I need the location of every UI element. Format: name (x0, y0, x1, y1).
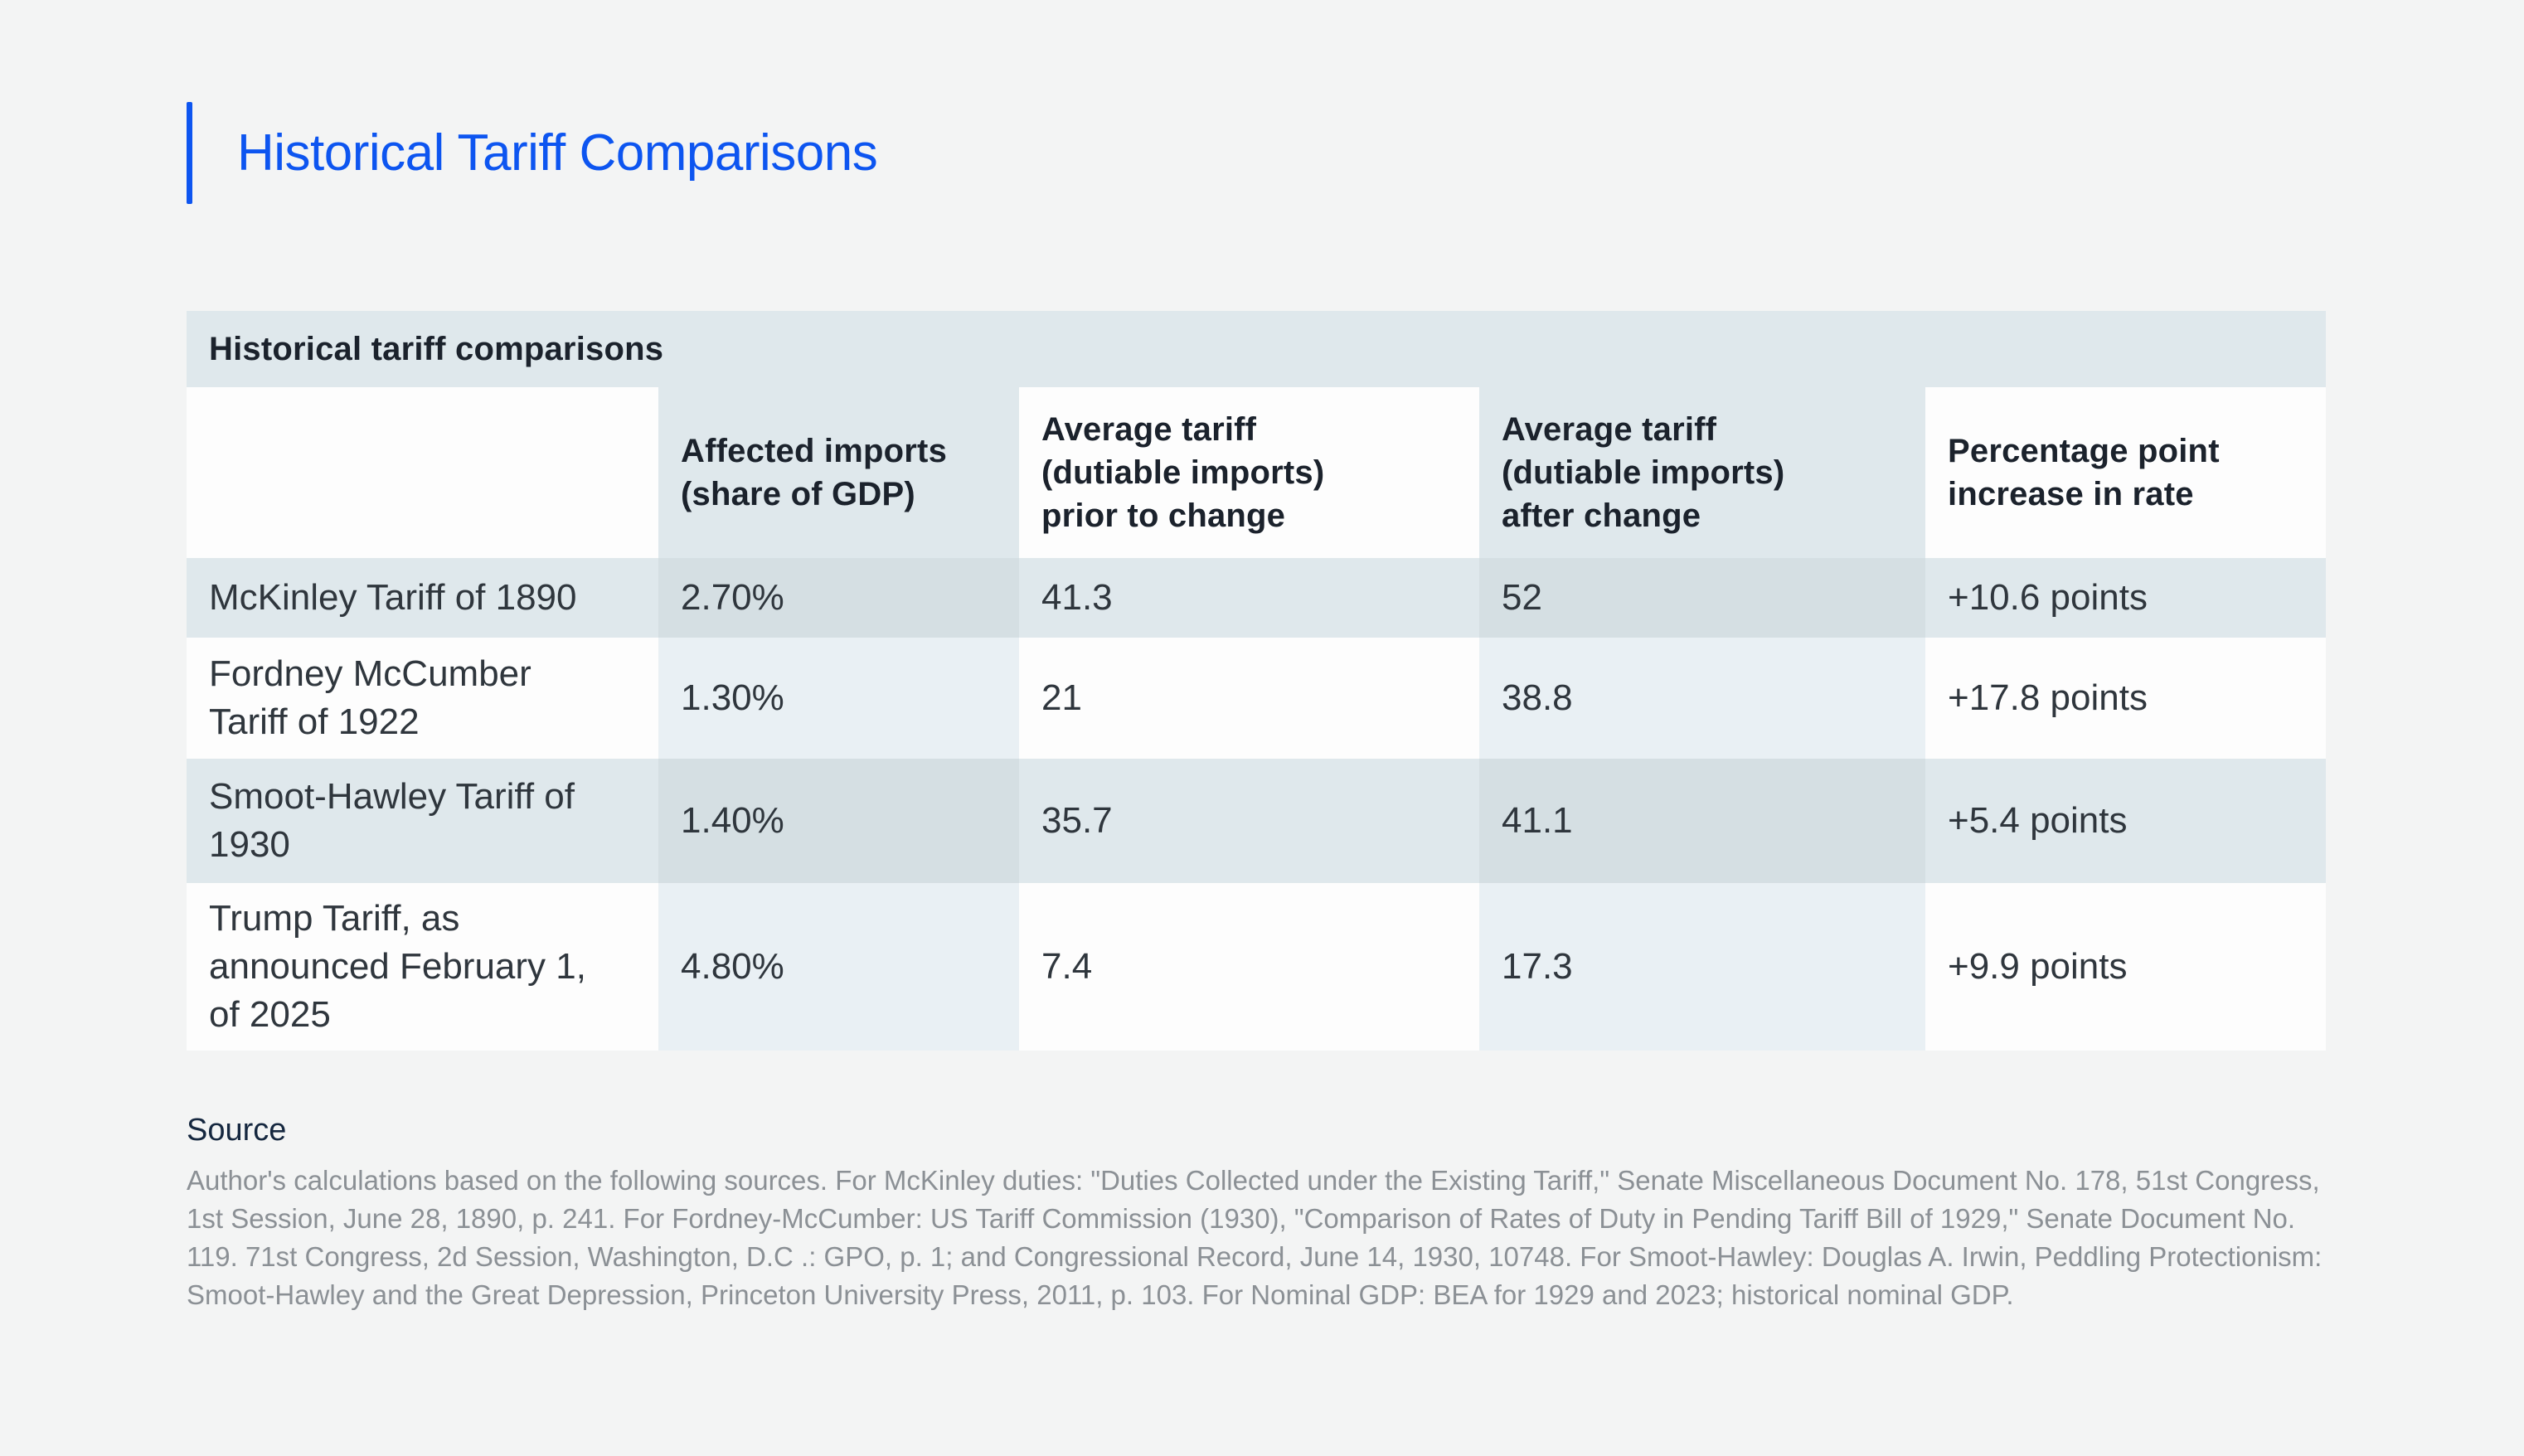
tariff-table-card: Historical tariff comparisons Affected i… (187, 311, 2326, 1051)
value-cell: 41.1 (1479, 759, 1925, 883)
row-label-cell: Smoot-Hawley Tariff of 1930 (187, 759, 658, 883)
column-header-blank (187, 387, 658, 558)
column-header-tariff-prior: Average tariff (dutiable imports) prior … (1019, 387, 1479, 558)
table-row-smoot-hawley: Smoot-Hawley Tariff of 1930 1.40% 35.7 4… (187, 759, 2326, 883)
table-row-mckinley: McKinley Tariff of 1890 2.70% 41.3 52 +1… (187, 558, 2326, 638)
source-label: Source (187, 1113, 287, 1148)
value-cell: 4.80% (658, 883, 1019, 1051)
value-cell: +5.4 points (1925, 759, 2326, 883)
value-cell: 52 (1479, 558, 1925, 638)
value-cell: 41.3 (1019, 558, 1479, 638)
value-cell: 17.3 (1479, 883, 1925, 1051)
value-cell: 35.7 (1019, 759, 1479, 883)
value-cell: +10.6 points (1925, 558, 2326, 638)
table-title: Historical tariff comparisons (187, 311, 2326, 387)
row-label-cell: McKinley Tariff of 1890 (187, 558, 658, 638)
value-cell: 2.70% (658, 558, 1019, 638)
source-text: Author's calculations based on the follo… (187, 1165, 2323, 1310)
page-title: Historical Tariff Comparisons (237, 124, 878, 182)
source-section: Source Author's calculations based on th… (187, 1113, 2326, 1314)
row-label-cell: Fordney McCumber Tariff of 1922 (187, 638, 658, 759)
table-header-row: Affected imports (share of GDP) Average … (187, 387, 2326, 558)
column-header-tariff-after: Average tariff (dutiable imports) after … (1479, 387, 1925, 558)
title-accent-bar (187, 102, 192, 204)
table-row-trump: Trump Tariff, as announced February 1, o… (187, 883, 2326, 1051)
value-cell: 21 (1019, 638, 1479, 759)
row-label-cell: Trump Tariff, as announced February 1, o… (187, 883, 658, 1051)
value-cell: 1.30% (658, 638, 1019, 759)
table-row-fordney: Fordney McCumber Tariff of 1922 1.30% 21… (187, 638, 2326, 759)
value-cell: 38.8 (1479, 638, 1925, 759)
column-header-affected-imports: Affected imports (share of GDP) (658, 387, 1019, 558)
column-header-percentage-increase: Percentage point increase in rate (1925, 387, 2326, 558)
page-header: Historical Tariff Comparisons (187, 102, 878, 204)
value-cell: 1.40% (658, 759, 1019, 883)
value-cell: 7.4 (1019, 883, 1479, 1051)
value-cell: +9.9 points (1925, 883, 2326, 1051)
value-cell: +17.8 points (1925, 638, 2326, 759)
